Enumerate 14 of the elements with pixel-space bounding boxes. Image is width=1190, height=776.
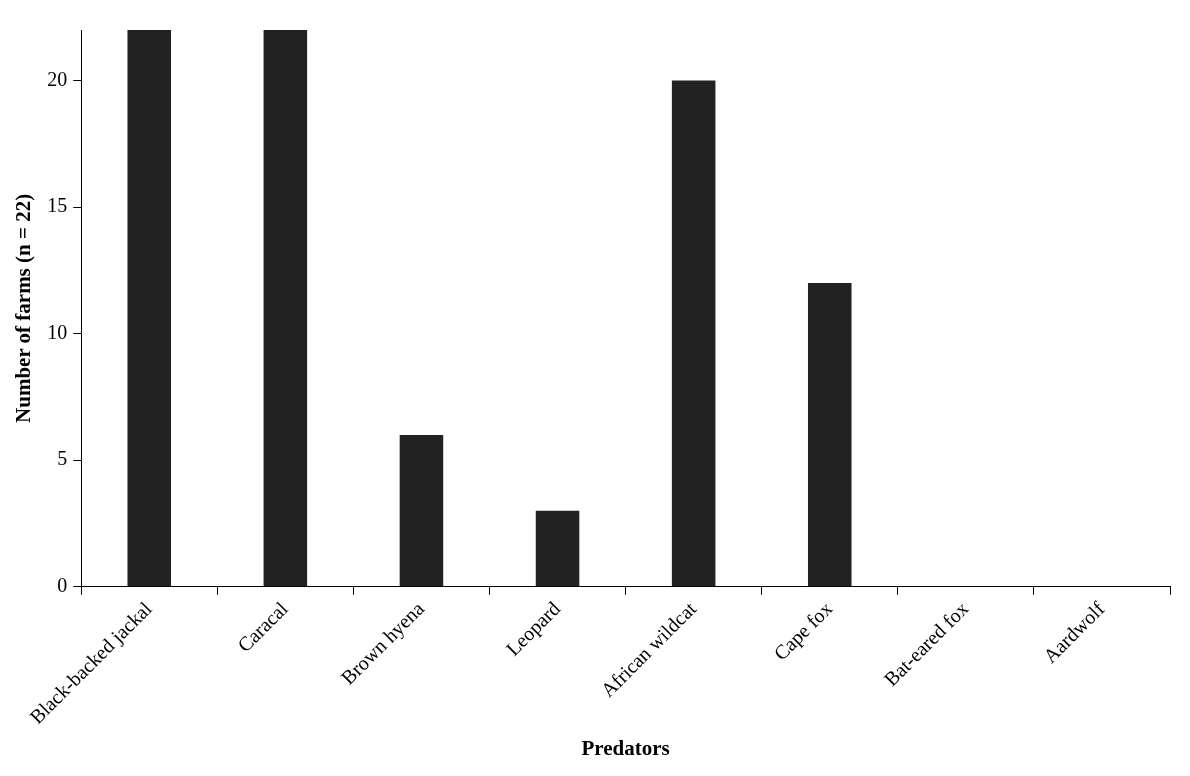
- bar: [399, 434, 444, 587]
- x-tick-label: Cape fox: [769, 597, 837, 665]
- bar: [535, 510, 580, 587]
- bar: [263, 30, 308, 587]
- x-axis-title: Predators: [581, 735, 670, 760]
- y-tick-label: 0: [57, 574, 68, 597]
- y-tick-label: 5: [57, 447, 68, 470]
- y-tick-label: 20: [47, 67, 68, 90]
- y-tick-label: 10: [47, 320, 68, 343]
- bar: [127, 30, 172, 587]
- y-tick-label: 15: [47, 194, 68, 217]
- bar: [807, 283, 852, 587]
- y-axis-title: Number of farms (n = 22): [11, 193, 36, 423]
- bar: [671, 80, 716, 587]
